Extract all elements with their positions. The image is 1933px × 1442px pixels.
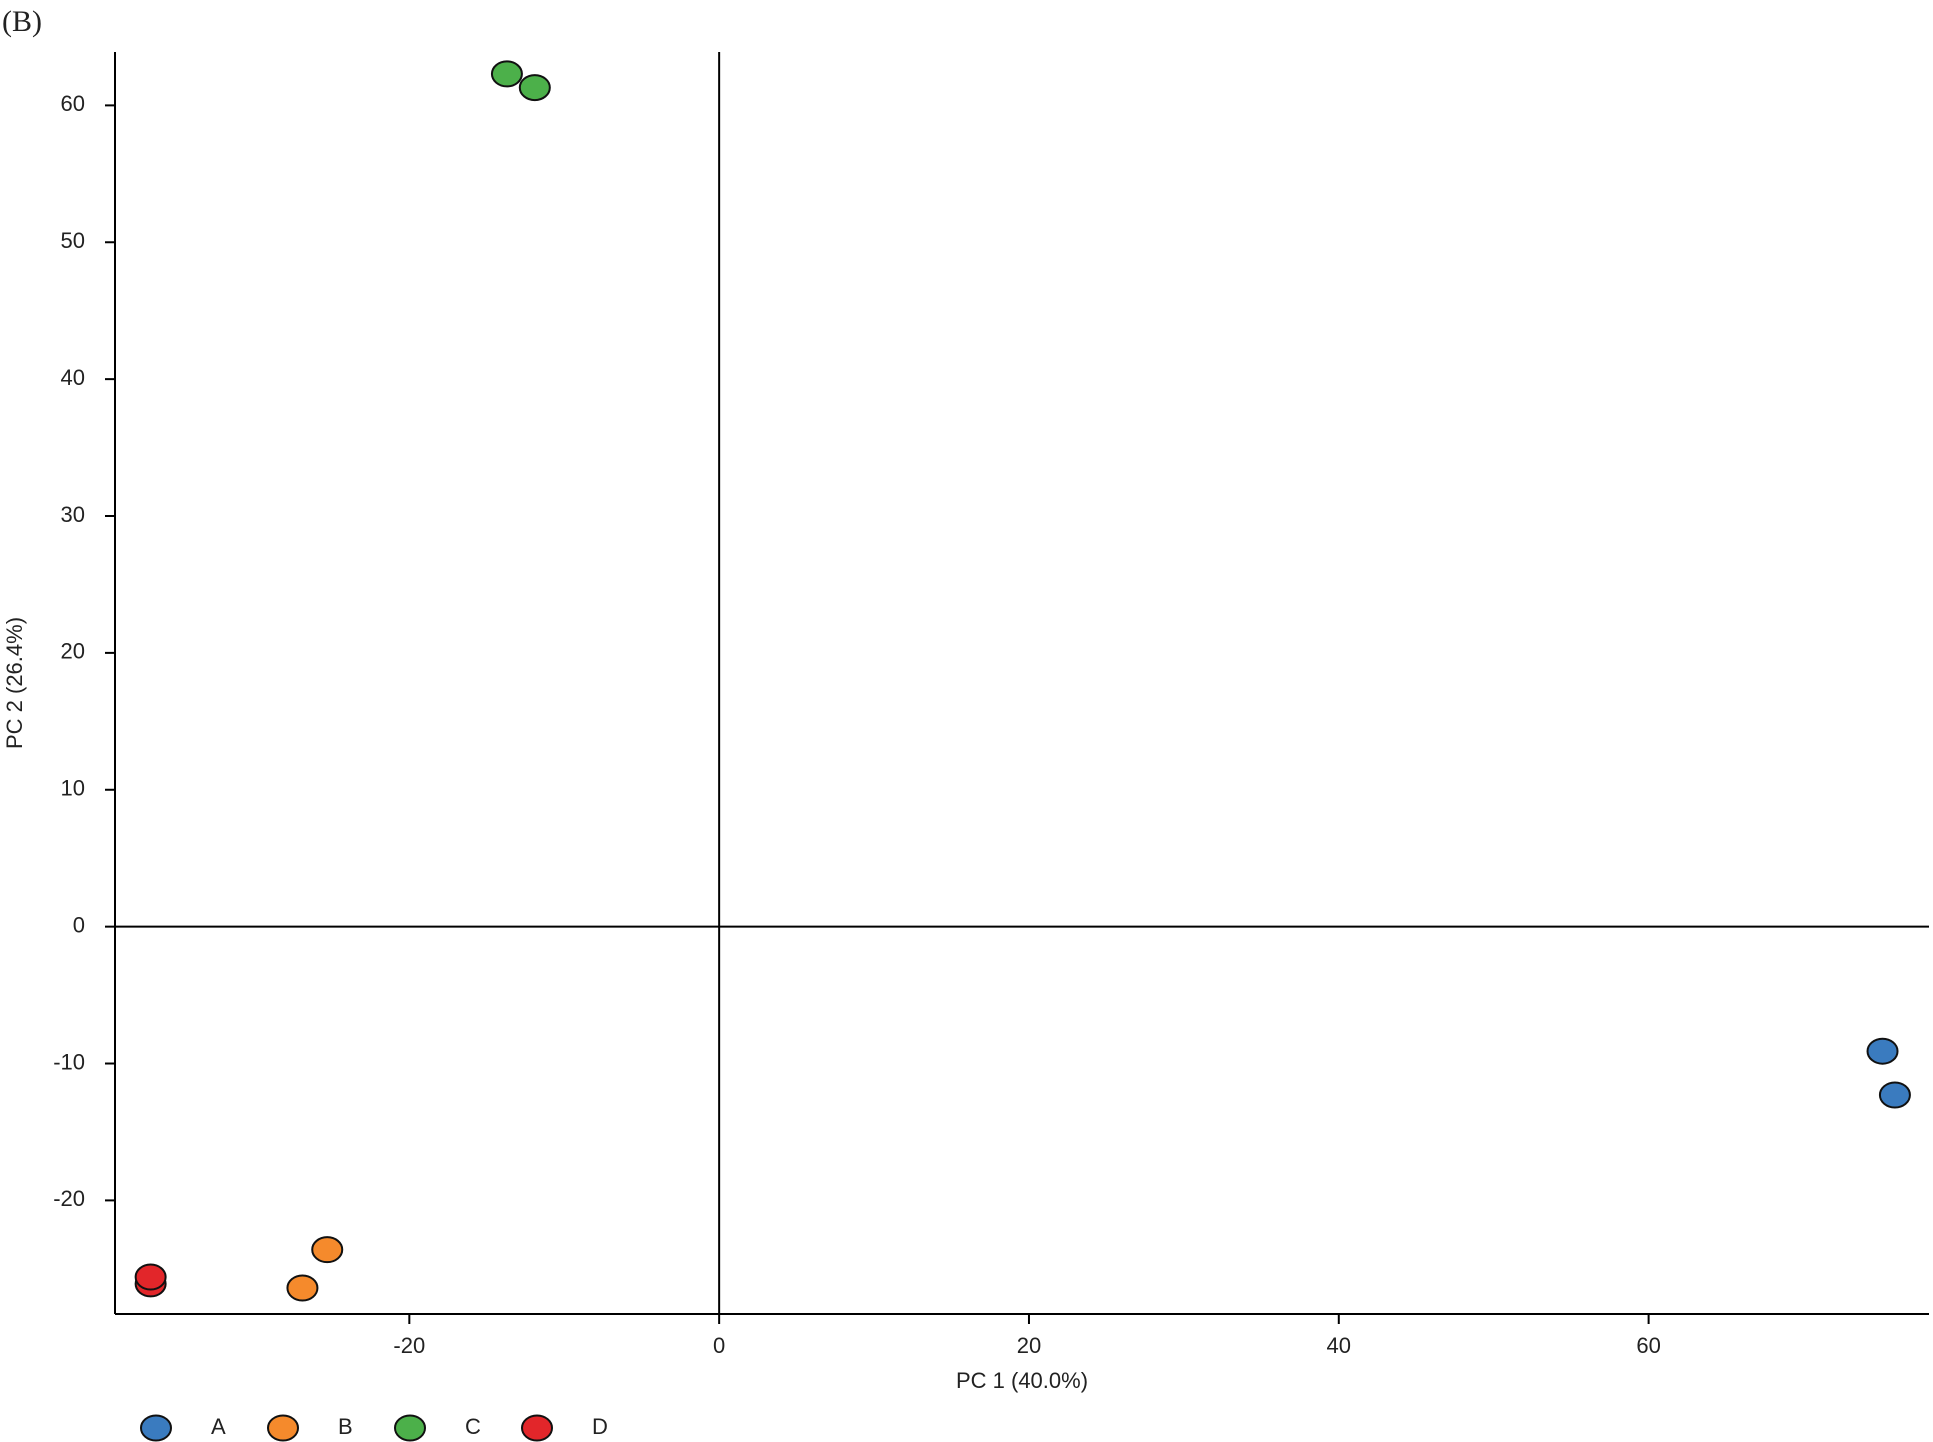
point <box>1866 1037 1899 1065</box>
legend-marker <box>140 1414 172 1442</box>
y-tick-label: 0 <box>73 912 85 937</box>
legend-label: B <box>338 1414 353 1439</box>
x-tick-label: 60 <box>1636 1333 1660 1358</box>
y-tick-label: 60 <box>61 91 85 116</box>
x-tick-label: 20 <box>1017 1333 1041 1358</box>
x-tick-label: 40 <box>1327 1333 1351 1358</box>
y-tick-label: 40 <box>61 365 85 390</box>
point <box>311 1236 344 1264</box>
y-tick-label: 30 <box>61 502 85 527</box>
panel-label: (B) <box>2 5 42 38</box>
point <box>518 74 551 102</box>
x-axis-label: PC 1 (40.0%) <box>956 1368 1088 1393</box>
legend-label: A <box>211 1414 226 1439</box>
y-axis-label: PC 2 (26.4%) <box>2 617 27 749</box>
y-tick-label: -20 <box>53 1186 85 1211</box>
legend-label: C <box>465 1414 481 1439</box>
y-tick-label: -10 <box>53 1049 85 1074</box>
point <box>490 60 523 88</box>
legend-marker <box>521 1414 553 1442</box>
legend-marker <box>267 1414 299 1442</box>
legend-marker <box>394 1414 426 1442</box>
x-tick-label: -20 <box>393 1333 425 1358</box>
y-tick-label: 10 <box>61 776 85 801</box>
y-tick-label: 50 <box>61 228 85 253</box>
x-tick-label: 0 <box>713 1333 725 1358</box>
y-tick-label: 20 <box>61 639 85 664</box>
legend-label: D <box>592 1414 608 1439</box>
point <box>134 1263 167 1291</box>
point <box>1878 1081 1911 1109</box>
point <box>286 1274 319 1302</box>
